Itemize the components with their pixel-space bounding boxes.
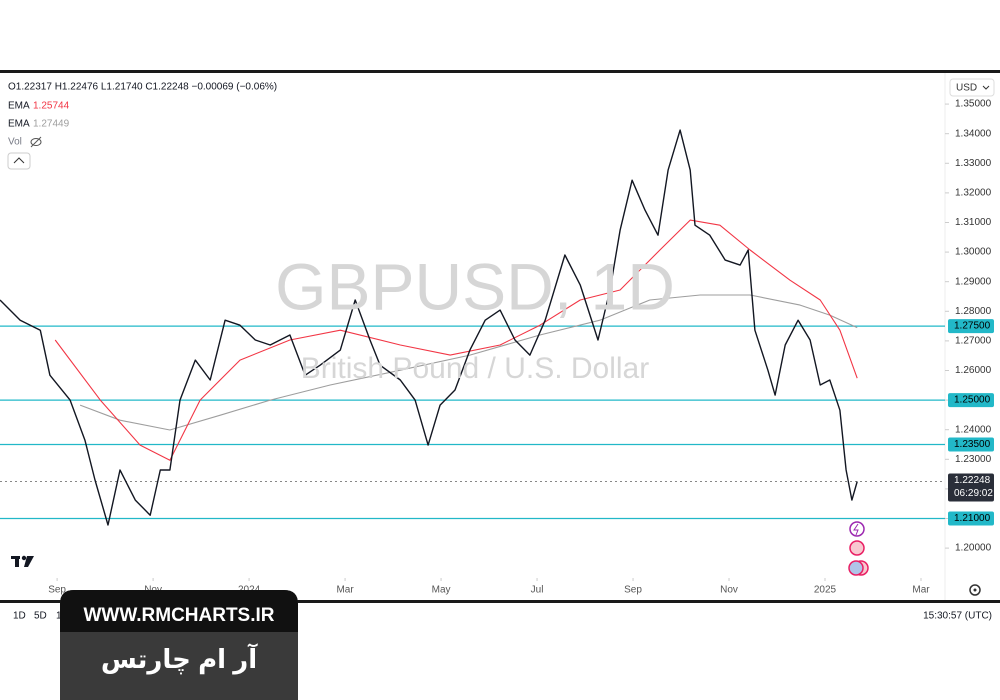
y-tick-label: 1.34000 — [955, 128, 992, 139]
indicator-value: 1.27449 — [33, 119, 70, 130]
frame-top — [0, 70, 1000, 73]
y-tick-label: 1.31000 — [955, 217, 992, 228]
brand-site: WWW.RMCHARTS.IR — [83, 605, 274, 626]
y-tick-label: 1.29000 — [955, 276, 992, 287]
watermark-symbol: GBPUSD, 1D — [275, 249, 675, 323]
settings-button[interactable] — [969, 584, 981, 596]
hide-volume-icon[interactable] — [30, 136, 42, 148]
event-icons[interactable] — [848, 521, 869, 576]
y-tick-label: 1.26000 — [955, 365, 992, 376]
level-label: 1.25000 — [954, 395, 991, 406]
currency-selector[interactable]: USD — [949, 78, 995, 97]
watermark-description: British Pound / U.S. Dollar — [301, 352, 649, 385]
x-tick-label: Mar — [336, 585, 354, 596]
level-label: 1.23500 — [954, 439, 991, 450]
ema-line — [54, 219, 858, 461]
ema-line — [79, 294, 858, 431]
last-price-bg — [948, 473, 994, 502]
y-tick-label: 1.35000 — [955, 99, 992, 110]
brand-overlay: WWW.RMCHARTS.IR آر ام چارتس — [60, 590, 298, 700]
y-tick-label: 1.20000 — [955, 543, 992, 554]
toolbar-border — [0, 600, 1000, 603]
y-tick-label: 1.30000 — [955, 247, 992, 258]
countdown-label: 06:29:02 — [954, 488, 993, 499]
y-tick-label: 1.24000 — [955, 424, 992, 435]
ohlc-legend: O1.22317 H1.22476 L1.21740 C1.22248 −0.0… — [8, 82, 277, 93]
collapse-legend-button[interactable] — [7, 152, 31, 170]
indicator-name: EMA — [8, 101, 30, 112]
y-tick-label: 1.23000 — [955, 454, 992, 465]
x-tick-label: Mar — [912, 585, 930, 596]
indicator-value: 1.25744 — [33, 101, 70, 112]
plot-area: 1.200001.210001.220001.230001.240001.250… — [0, 73, 994, 600]
volume-label: Vol — [8, 137, 22, 148]
x-tick-label: May — [432, 585, 451, 596]
level-label-bg — [948, 437, 994, 452]
x-tick-label: 2025 — [814, 585, 837, 596]
level-label: 1.21000 — [954, 513, 991, 524]
x-tick-label: Nov — [720, 585, 738, 596]
last-price-label: 1.22248 — [954, 475, 991, 486]
clock: 15:30:57 (UTC) — [923, 611, 992, 622]
timeframe-button[interactable]: 1D — [13, 611, 26, 622]
level-label-bg — [948, 393, 994, 408]
level-label: 1.27500 — [954, 321, 991, 332]
currency-label: USD — [956, 83, 977, 94]
level-label-bg — [948, 511, 994, 526]
price-line — [0, 129, 858, 526]
timeframe-button[interactable]: 5D — [34, 611, 47, 622]
x-tick-label: Sep — [48, 585, 66, 596]
y-tick-label: 1.27000 — [955, 336, 992, 347]
y-tick-label: 1.33000 — [955, 158, 992, 169]
x-tick-label: Jul — [531, 585, 544, 596]
logo — [11, 555, 34, 567]
y-tick-label: 1.32000 — [955, 188, 992, 199]
x-tick-label: Sep — [624, 585, 642, 596]
level-label-bg — [948, 319, 994, 334]
indicator-name: EMA — [8, 119, 30, 130]
y-tick-label: 1.28000 — [955, 306, 992, 317]
brand-name: آر ام چارتس — [101, 643, 258, 675]
